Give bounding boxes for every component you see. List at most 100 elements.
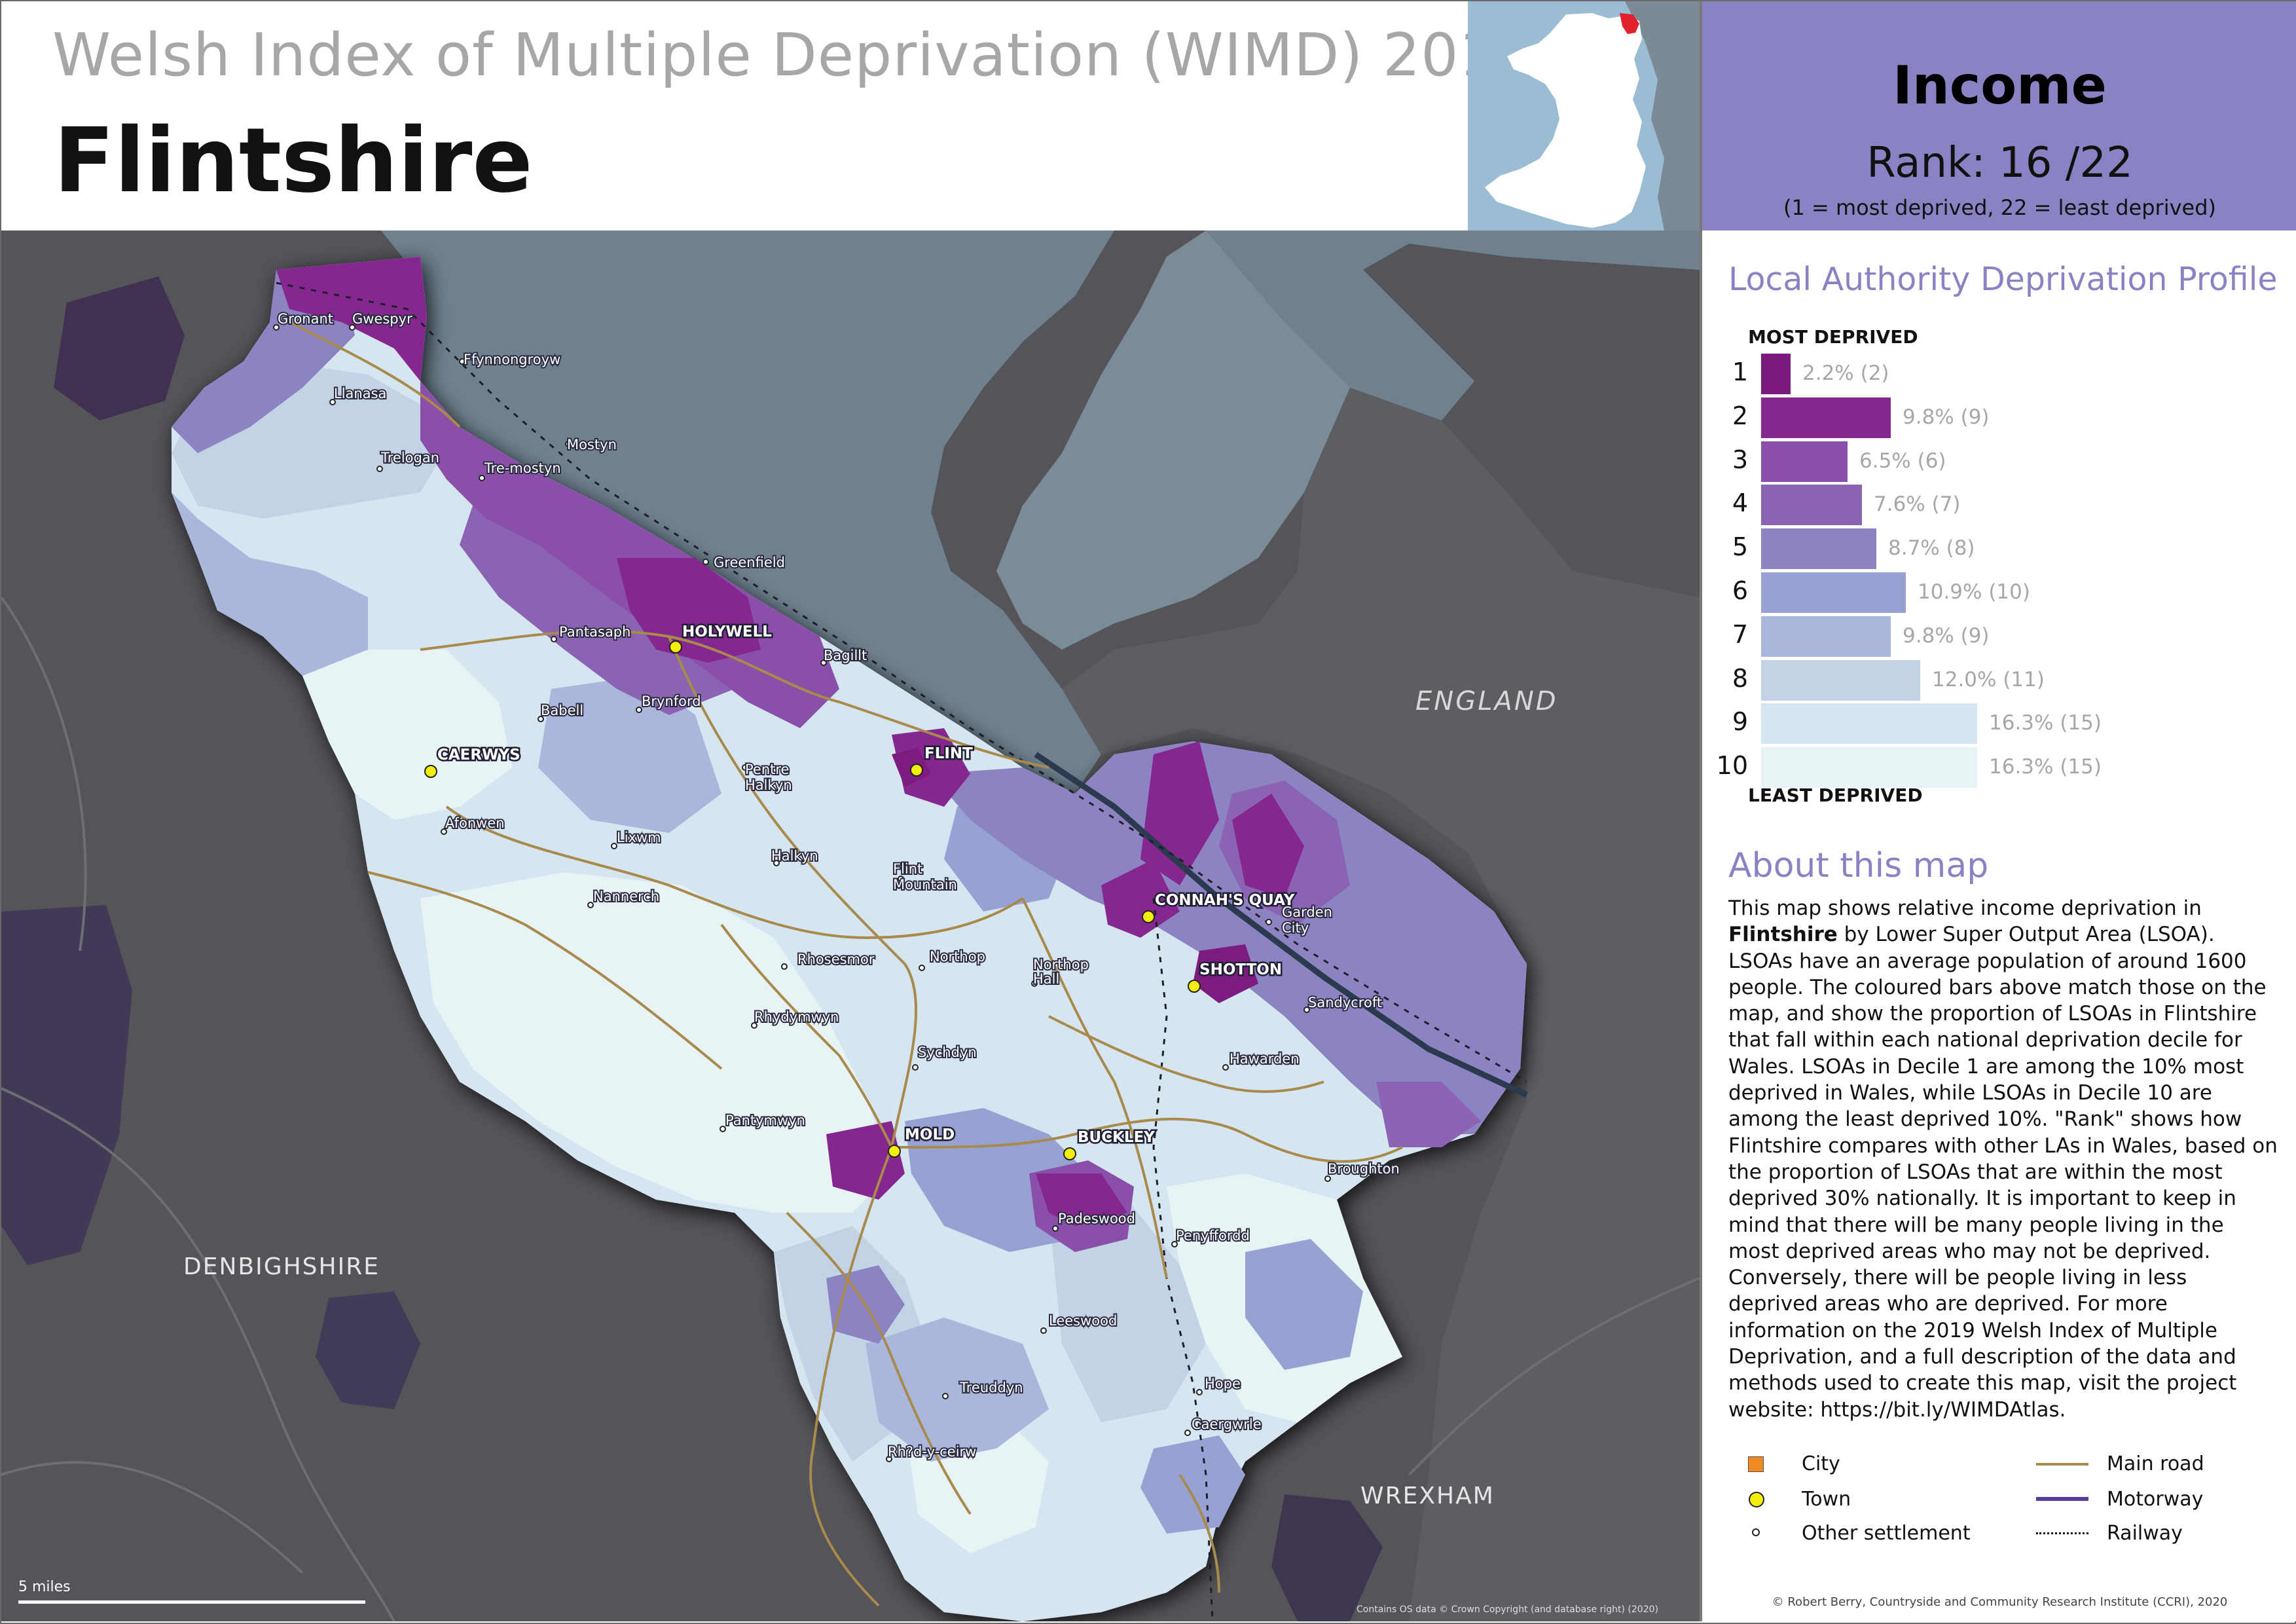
england-land-inset <box>1625 1 1700 231</box>
decile-number: 7 <box>1732 619 1748 649</box>
settlement-garden: Garden <box>1282 904 1332 920</box>
decile-bar-row: 3 6.5% (6) <box>1715 441 2278 482</box>
lsoa-decile-10b[interactable] <box>302 650 512 820</box>
lsoa-decile-7[interactable] <box>172 492 368 676</box>
decile-value-label: 9.8% (9) <box>1903 405 1990 429</box>
settlement-nannerch: Nannerch <box>593 889 659 904</box>
lsoa-decile-5b[interactable] <box>172 270 355 453</box>
decile-number: 3 <box>1732 445 1748 474</box>
town-marker-mold[interactable] <box>888 1145 901 1158</box>
rank-prefix: Rank: <box>1867 139 1999 187</box>
decile-bar-row: 9 16.3% (15) <box>1715 703 2278 745</box>
lsoa-decile-4[interactable] <box>460 506 735 715</box>
settlement-dots <box>273 324 1331 1462</box>
settlement-penyffordd: Penyffordd <box>1176 1228 1250 1244</box>
decile-value-label: 6.5% (6) <box>1859 449 1946 473</box>
town-marker-connahs-quay[interactable] <box>1142 910 1155 923</box>
decile-value-label: 16.3% (15) <box>1989 755 2102 779</box>
decile-number: 9 <box>1732 707 1748 737</box>
settlement-northop-hall-1: Northop <box>1033 957 1089 972</box>
decile-bar-row: 6 10.9% (10) <box>1715 572 2278 613</box>
lsoa-decile-2b[interactable] <box>617 558 761 663</box>
legend-railway-label: Railway <box>2107 1522 2183 1545</box>
town-marker-caerwys[interactable] <box>424 765 437 778</box>
lsoa-decile-6b[interactable] <box>1245 1239 1363 1370</box>
settlement-pantymwyn: Pantymwyn <box>725 1113 805 1128</box>
os-credit: Contains OS data © Crown Copyright (and … <box>1357 1604 1658 1615</box>
decile-bar-row: 5 8.7% (8) <box>1715 528 2278 570</box>
domain-header: Income Rank: 16 /22 (1 = most deprived, … <box>1702 1 2296 231</box>
wales-locator-inset <box>1468 1 1700 231</box>
sea-estuary <box>1 231 1700 794</box>
town-marker-shotton[interactable] <box>1188 980 1201 993</box>
legend-other-swatch <box>1752 1528 1760 1536</box>
decile-value-label: 7.6% (7) <box>1874 492 1961 517</box>
legend-city-label: City <box>1802 1452 1840 1475</box>
settlement-brynford: Brynford <box>642 693 701 709</box>
main-roads <box>289 321 1403 1607</box>
lsoa-decile-2c[interactable] <box>892 728 970 807</box>
decile-value-label: 9.8% (9) <box>1903 623 1990 648</box>
legend-motorway-label: Motorway <box>2107 1488 2204 1511</box>
town-marker-holywell[interactable] <box>669 640 682 654</box>
legend-railway-swatch <box>2036 1532 2088 1534</box>
map-area[interactable]: ENGLAND DENBIGHSHIRE WREXHAM HOLYWELL FL… <box>0 231 1700 1622</box>
most-deprived-label: MOST DEPRIVED <box>1748 326 1918 348</box>
legend-motorway-swatch <box>2036 1497 2088 1501</box>
motorway-line <box>1034 752 1528 1098</box>
decile-bar <box>1761 354 1791 394</box>
decile-bar-row: 1 2.2% (2) <box>1715 354 2278 394</box>
lsoa-decile-4c[interactable] <box>1376 1082 1481 1147</box>
lsoa-decile-2e[interactable] <box>1232 794 1304 898</box>
decile-bar <box>1761 616 1891 657</box>
lsoa-decile-6c[interactable] <box>1140 1435 1245 1534</box>
lsoa-decile-1[interactable] <box>1193 944 1258 1003</box>
wales-shape-inset <box>1485 13 1646 228</box>
decile-bar <box>1761 747 1977 788</box>
lsoa-decile-2h[interactable] <box>1036 1173 1127 1226</box>
region-label-england: ENGLAND <box>1415 686 1558 716</box>
settlement-greenfield: Greenfield <box>714 555 785 570</box>
decile-value-label: 10.9% (10) <box>1918 580 2030 604</box>
decile-bar-row: 7 9.8% (9) <box>1715 616 2278 657</box>
lsoa-decile-2f[interactable] <box>1101 859 1180 938</box>
lsoa-decile-7c[interactable] <box>866 1318 1049 1462</box>
lsoa-decile-10[interactable] <box>420 872 892 1213</box>
decile-number: 4 <box>1732 489 1748 518</box>
lsoa-decile-5[interactable] <box>931 741 1527 1134</box>
region-label-denbighshire: DENBIGHSHIRE <box>183 1253 380 1280</box>
map-legend: City Town Other settlement Main road Mot… <box>1748 1442 2285 1553</box>
lsoa-decile-8c[interactable] <box>1049 1200 1206 1422</box>
flintshire-county[interactable] <box>172 257 1527 1621</box>
town-marker-flint[interactable] <box>910 764 923 777</box>
decile-value-label: 2.2% (2) <box>1802 361 1889 385</box>
town-label-flint: FLINT <box>924 745 973 762</box>
legend-main-road-label: Main road <box>2107 1452 2204 1475</box>
settlement-bagillt: Bagillt <box>824 648 867 663</box>
map-subtitle: Welsh Index of Multiple Deprivation (WIM… <box>52 21 1536 90</box>
map-svg[interactable]: ENGLAND DENBIGHSHIRE WREXHAM HOLYWELL FL… <box>0 231 1700 1622</box>
rank-note: (1 = most deprived, 22 = least deprived) <box>1783 195 2216 220</box>
least-deprived-label: LEAST DEPRIVED <box>1748 784 1923 806</box>
settlement-llanasa: Llanasa <box>334 386 386 401</box>
settlement-labels: Gronant Gwespyr Ffynnongroyw Llanasa Mos… <box>276 310 1401 1461</box>
domain-title: Income <box>1893 55 2107 116</box>
town-label-mold: MOLD <box>905 1126 955 1143</box>
legend-city-swatch <box>1748 1456 1764 1472</box>
region-label-wrexham: WREXHAM <box>1360 1483 1495 1509</box>
legend-main-road-swatch <box>2036 1463 2088 1466</box>
lsoa-decile-7b[interactable] <box>538 676 721 833</box>
town-label-caerwys: CAERWYS <box>437 747 520 764</box>
legend-town-label: Town <box>1802 1488 1851 1511</box>
settlement-treuddyn: Treuddyn <box>959 1380 1023 1395</box>
legend-town-swatch <box>1749 1492 1764 1507</box>
info-panel: Income Rank: 16 /22 (1 = most deprived, … <box>1700 1 2296 1621</box>
settlement-sychdyn: Sychdyn <box>918 1044 977 1060</box>
town-marker-buckley[interactable] <box>1063 1147 1076 1160</box>
decile-number: 6 <box>1732 576 1748 605</box>
settlement-hope: Hope <box>1205 1376 1241 1392</box>
lsoa-decile-2g[interactable] <box>826 1121 905 1200</box>
decile-bar <box>1761 397 1891 438</box>
settlement-pentre: Pentre <box>745 762 789 777</box>
lsoa-decile-2[interactable] <box>276 257 427 381</box>
